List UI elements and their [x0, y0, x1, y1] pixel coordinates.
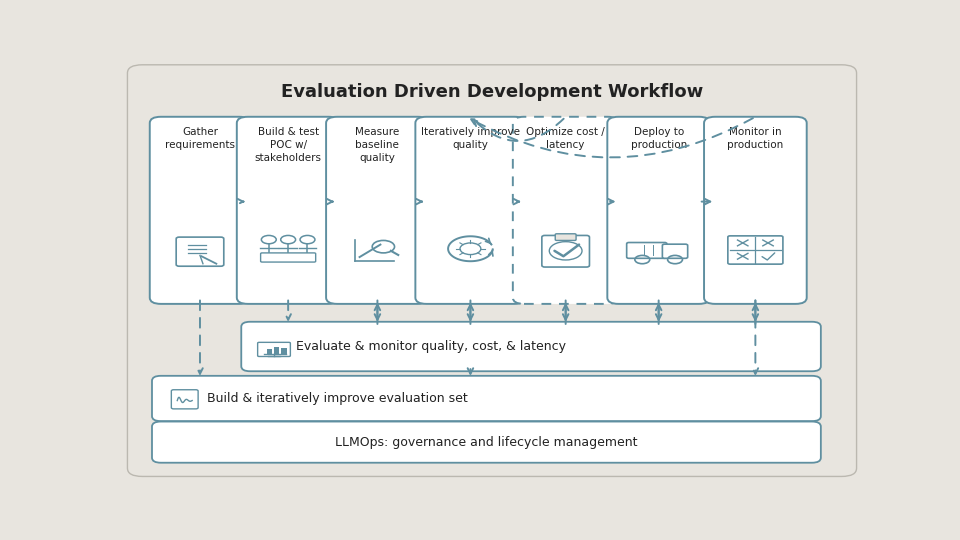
Text: Evaluate & monitor quality, cost, & latency: Evaluate & monitor quality, cost, & late…: [297, 340, 566, 353]
Text: LLMOps: governance and lifecycle management: LLMOps: governance and lifecycle managem…: [335, 436, 637, 449]
FancyBboxPatch shape: [728, 236, 783, 264]
Bar: [267, 349, 272, 354]
FancyBboxPatch shape: [150, 117, 251, 304]
FancyBboxPatch shape: [555, 234, 576, 240]
FancyBboxPatch shape: [704, 117, 806, 304]
Text: Gather
requirements: Gather requirements: [165, 127, 235, 150]
FancyBboxPatch shape: [662, 244, 687, 258]
Text: Iteratively improve
quality: Iteratively improve quality: [420, 127, 520, 150]
FancyBboxPatch shape: [177, 237, 224, 266]
FancyBboxPatch shape: [326, 117, 429, 304]
Text: Evaluation Driven Development Workflow: Evaluation Driven Development Workflow: [281, 83, 703, 101]
FancyBboxPatch shape: [152, 422, 821, 463]
Bar: [274, 347, 279, 354]
FancyBboxPatch shape: [171, 390, 198, 409]
Text: Monitor in
production: Monitor in production: [728, 127, 783, 150]
FancyBboxPatch shape: [541, 235, 589, 267]
FancyBboxPatch shape: [608, 117, 710, 304]
FancyBboxPatch shape: [416, 117, 525, 304]
Text: Optimize cost /
latency: Optimize cost / latency: [526, 127, 605, 150]
FancyBboxPatch shape: [241, 322, 821, 371]
FancyBboxPatch shape: [513, 117, 618, 304]
Text: Measure
baseline
quality: Measure baseline quality: [355, 127, 399, 163]
FancyBboxPatch shape: [152, 376, 821, 421]
FancyBboxPatch shape: [260, 253, 316, 262]
FancyBboxPatch shape: [128, 65, 856, 476]
FancyBboxPatch shape: [627, 242, 667, 258]
Text: Build & test
POC w/
stakeholders: Build & test POC w/ stakeholders: [254, 127, 322, 163]
Text: Build & iteratively improve evaluation set: Build & iteratively improve evaluation s…: [207, 392, 468, 405]
Bar: [281, 348, 287, 354]
FancyBboxPatch shape: [237, 117, 340, 304]
Text: Deploy to
production: Deploy to production: [631, 127, 686, 150]
FancyBboxPatch shape: [257, 342, 290, 356]
